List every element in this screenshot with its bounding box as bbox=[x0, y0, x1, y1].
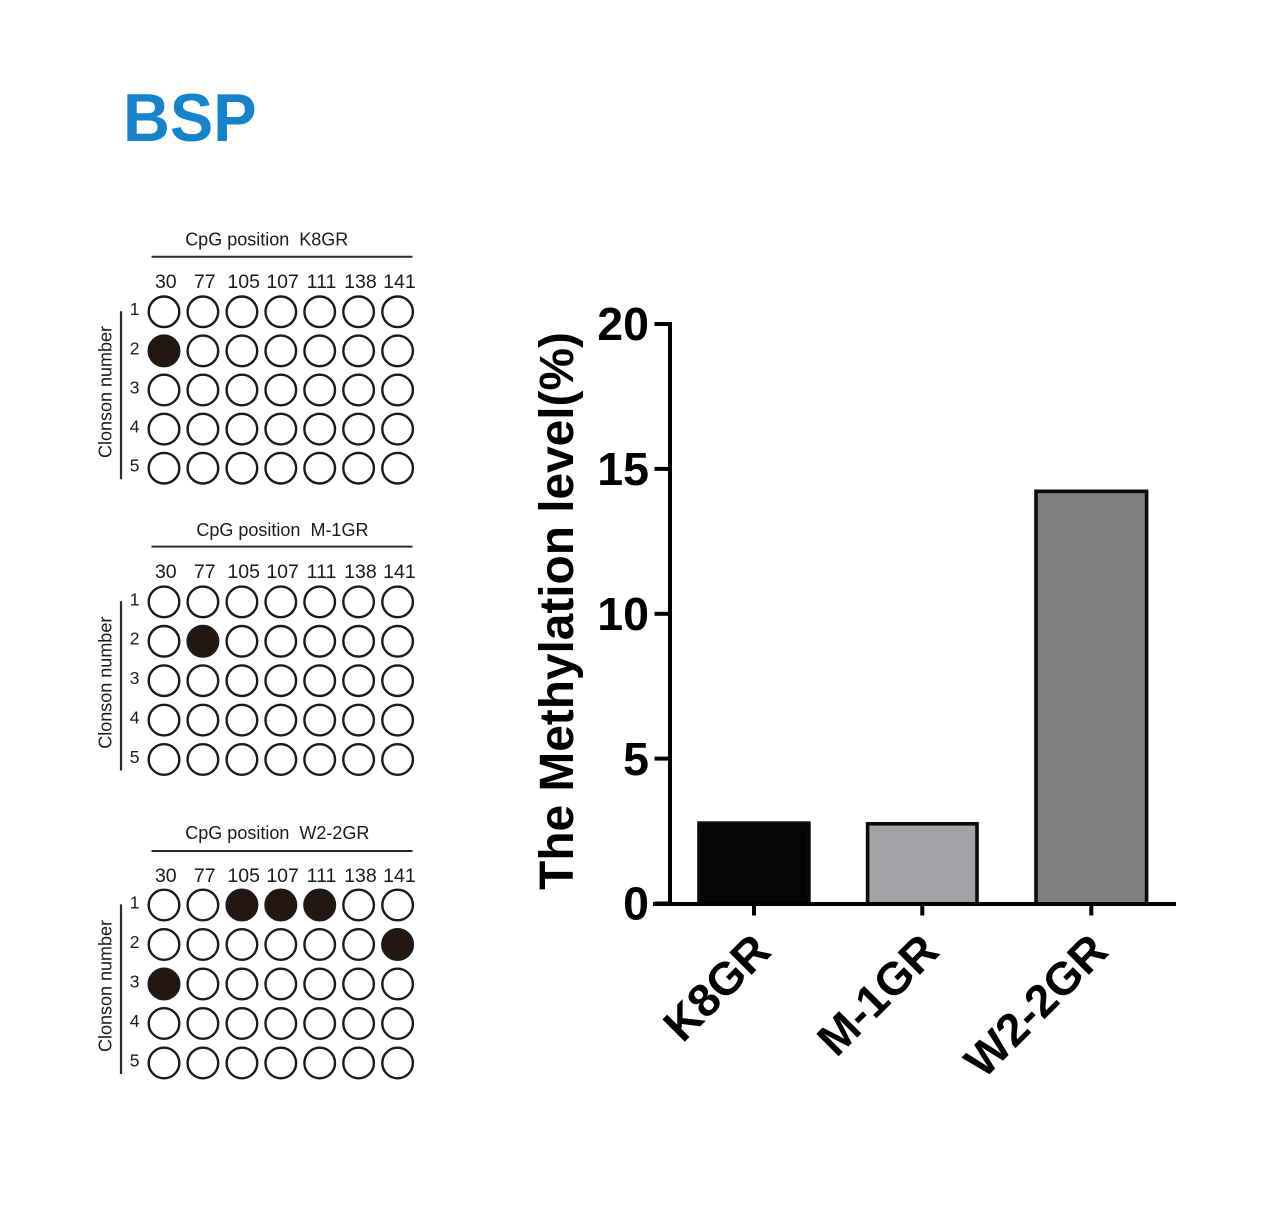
svg-text:20: 20 bbox=[597, 298, 649, 350]
svg-text:4: 4 bbox=[130, 708, 140, 728]
svg-text:15: 15 bbox=[597, 443, 649, 495]
svg-text:141: 141 bbox=[383, 865, 416, 887]
svg-text:111: 111 bbox=[307, 271, 337, 293]
svg-text:111: 111 bbox=[307, 865, 337, 887]
svg-text:4: 4 bbox=[130, 1011, 140, 1031]
svg-text:107: 107 bbox=[266, 271, 299, 293]
svg-text:5: 5 bbox=[130, 747, 140, 767]
svg-text:111: 111 bbox=[307, 561, 337, 583]
svg-text:2: 2 bbox=[130, 932, 140, 952]
svg-text:Clonson number: Clonson number bbox=[96, 920, 116, 1052]
svg-text:0: 0 bbox=[623, 878, 649, 930]
svg-text:105: 105 bbox=[227, 271, 260, 293]
svg-text:138: 138 bbox=[344, 865, 377, 887]
svg-text:141: 141 bbox=[383, 561, 416, 583]
svg-text:1: 1 bbox=[130, 299, 140, 319]
svg-text:1: 1 bbox=[130, 892, 140, 912]
svg-text:CpG position M-1GR: CpG position M-1GR bbox=[196, 520, 368, 540]
svg-text:30: 30 bbox=[155, 271, 177, 293]
svg-text:77: 77 bbox=[194, 271, 216, 293]
svg-text:5: 5 bbox=[130, 456, 140, 476]
svg-text:CpG position W2-2GR: CpG position W2-2GR bbox=[185, 823, 369, 843]
svg-text:The Methylation level(%): The Methylation level(%) bbox=[531, 332, 584, 890]
svg-text:107: 107 bbox=[266, 865, 299, 887]
svg-text:107: 107 bbox=[266, 561, 299, 583]
svg-text:10: 10 bbox=[597, 588, 649, 640]
svg-text:BSP: BSP bbox=[123, 80, 257, 156]
svg-text:Clonson number: Clonson number bbox=[96, 326, 116, 458]
svg-text:3: 3 bbox=[130, 668, 140, 688]
svg-text:30: 30 bbox=[155, 561, 177, 583]
svg-text:141: 141 bbox=[383, 271, 416, 293]
svg-text:138: 138 bbox=[344, 561, 377, 583]
svg-text:77: 77 bbox=[194, 561, 216, 583]
svg-text:5: 5 bbox=[130, 1050, 140, 1070]
svg-text:4: 4 bbox=[130, 417, 140, 437]
svg-text:3: 3 bbox=[130, 377, 140, 397]
svg-text:5: 5 bbox=[623, 733, 649, 785]
svg-text:3: 3 bbox=[130, 971, 140, 991]
svg-text:138: 138 bbox=[344, 271, 377, 293]
svg-text:105: 105 bbox=[227, 561, 260, 583]
svg-text:CpG position K8GR: CpG position K8GR bbox=[185, 229, 348, 249]
svg-text:105: 105 bbox=[227, 865, 260, 887]
svg-text:2: 2 bbox=[130, 338, 140, 358]
svg-text:1: 1 bbox=[130, 589, 140, 609]
svg-text:Clonson number: Clonson number bbox=[96, 617, 116, 749]
svg-text:30: 30 bbox=[155, 865, 177, 887]
svg-text:77: 77 bbox=[194, 865, 216, 887]
svg-text:2: 2 bbox=[130, 629, 140, 649]
